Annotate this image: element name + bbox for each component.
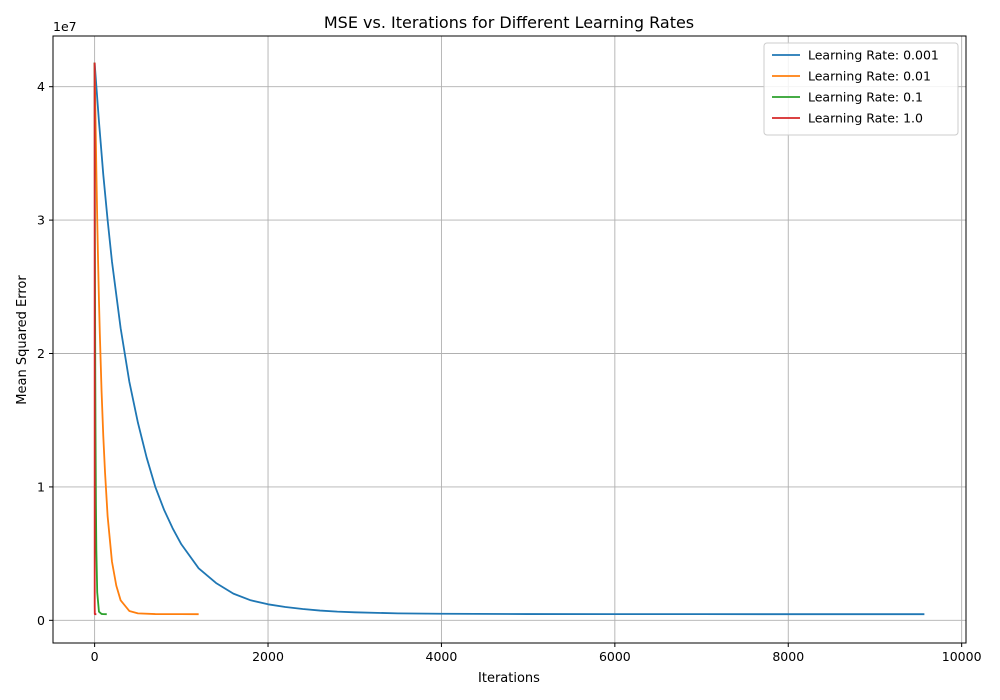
- series-line-1: [93, 62, 925, 616]
- y-tick-label: 3: [37, 213, 45, 228]
- series-line-4: [93, 62, 97, 616]
- legend-entry-label: Learning Rate: 0.01: [808, 69, 931, 84]
- x-tick-label: 10000: [942, 649, 982, 664]
- x-axis: 0 2000 4000 6000 8000 10000: [91, 643, 982, 664]
- x-tick-label: 8000: [772, 649, 804, 664]
- legend-entry-label: Learning Rate: 0.1: [808, 90, 923, 105]
- y-axis-label: Mean Squared Error: [15, 275, 30, 405]
- legend: Learning Rate: 0.001 Learning Rate: 0.01 L…: [763, 42, 959, 136]
- y-tick-label: 1: [37, 479, 45, 494]
- y-axis: 0 1 2 3 4: [37, 79, 53, 628]
- y-tick-label: 4: [37, 79, 45, 94]
- legend-box: [763, 42, 959, 136]
- legend-entry-label: Learning Rate: 0.001: [808, 48, 939, 63]
- y-tick-label: 2: [37, 346, 45, 361]
- series-line-2: [93, 62, 199, 616]
- x-tick-label: 2000: [252, 649, 284, 664]
- chart-title: MSE vs. Iterations for Different Learnin…: [324, 13, 694, 32]
- x-tick-label: 4000: [426, 649, 458, 664]
- x-tick-label: 6000: [599, 649, 631, 664]
- y-axis-offset-label: 1e7: [53, 19, 77, 34]
- x-tick-label: 0: [91, 649, 99, 664]
- y-tick-label: 0: [37, 613, 45, 628]
- x-axis-label: Iterations: [478, 671, 540, 686]
- legend-entry-label: Learning Rate: 1.0: [808, 111, 923, 126]
- plot-area-frame: [52, 35, 967, 644]
- series-layer: [93, 62, 925, 616]
